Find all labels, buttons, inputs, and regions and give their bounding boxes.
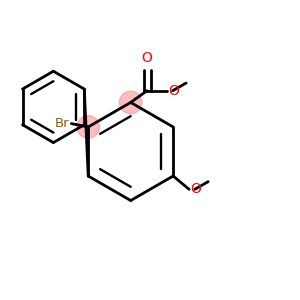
Circle shape — [77, 116, 100, 138]
Text: O: O — [168, 84, 179, 98]
Text: O: O — [142, 50, 153, 64]
Text: O: O — [190, 182, 201, 196]
Text: Br: Br — [55, 117, 70, 130]
Circle shape — [119, 91, 142, 114]
